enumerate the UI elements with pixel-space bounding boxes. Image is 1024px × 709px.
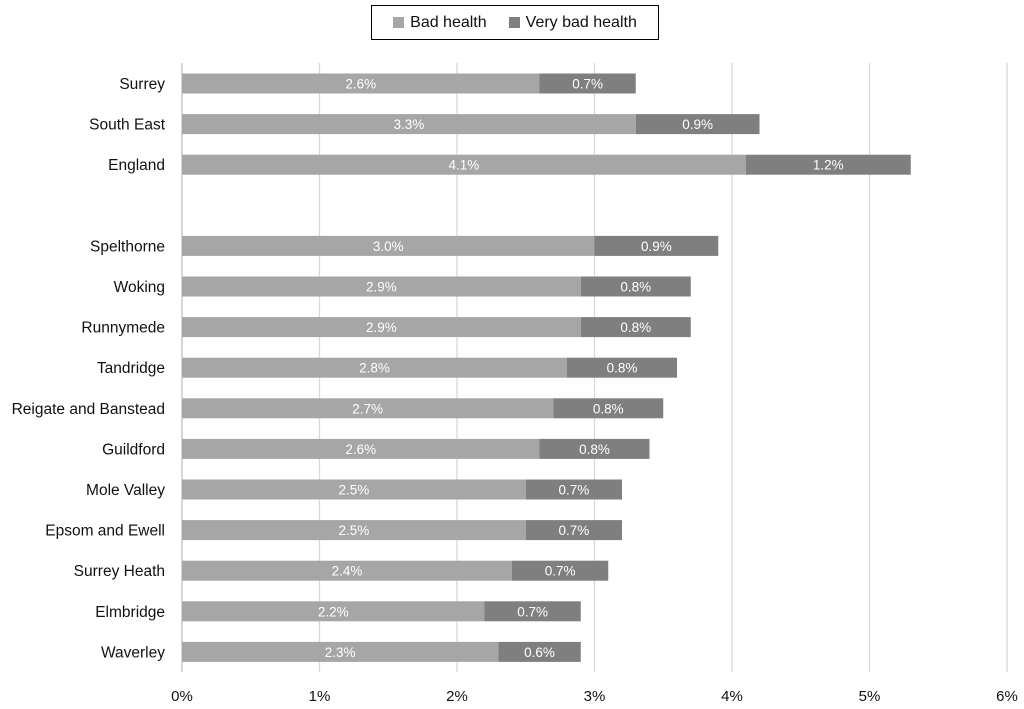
legend-label-bad-health: Bad health — [410, 13, 487, 31]
legend-label-very-bad-health: Very bad health — [525, 13, 637, 31]
bar-very-bad-health — [745, 154, 911, 175]
data-label-very-bad-health: 0.6% — [524, 645, 555, 660]
bar-bad-health — [182, 317, 581, 338]
legend-swatch-very-bad-health — [508, 17, 520, 28]
bar-very-bad-health — [580, 276, 691, 297]
bar-very-bad-health — [484, 601, 581, 622]
bar-very-bad-health — [498, 641, 581, 662]
bar-very-bad-health — [580, 317, 691, 338]
data-label-very-bad-health: 0.9% — [682, 117, 713, 132]
data-label-bad-health: 2.9% — [366, 280, 397, 295]
category-label: Surrey — [119, 76, 165, 93]
data-label-very-bad-health: 0.8% — [620, 280, 651, 295]
category-label: Elmbridge — [95, 604, 165, 621]
bar-bad-health — [182, 520, 526, 541]
bar-bad-health — [182, 601, 485, 622]
category-label: England — [108, 157, 165, 174]
x-tick-label: 5% — [859, 688, 881, 705]
data-label-bad-health: 2.9% — [366, 320, 397, 335]
legend-item-very-bad-health: Very bad health — [508, 13, 637, 32]
x-tick-label: 3% — [584, 688, 606, 705]
data-label-bad-health: 4.1% — [448, 158, 479, 173]
data-label-bad-health: 2.5% — [338, 483, 369, 498]
bar-very-bad-health — [539, 73, 636, 94]
x-tick-label: 4% — [721, 688, 743, 705]
category-label: Tandridge — [97, 360, 165, 377]
category-label: Spelthorne — [90, 238, 165, 255]
x-tick-label: 2% — [446, 688, 468, 705]
category-label: Waverley — [101, 644, 165, 661]
bar-very-bad-health — [553, 398, 664, 419]
data-label-bad-health: 2.5% — [338, 523, 369, 538]
bar-bad-health — [182, 479, 526, 500]
category-label: Surrey Heath — [74, 563, 165, 580]
data-label-very-bad-health: 1.2% — [813, 158, 844, 173]
data-label-very-bad-health: 0.8% — [579, 442, 610, 457]
data-label-very-bad-health: 0.9% — [641, 239, 672, 254]
category-label: Runnymede — [81, 320, 165, 337]
bar-very-bad-health — [525, 520, 622, 541]
data-label-bad-health: 2.7% — [352, 401, 383, 416]
data-label-very-bad-health: 0.7% — [545, 564, 576, 579]
data-label-bad-health: 2.8% — [359, 361, 390, 376]
bar-bad-health — [182, 235, 595, 256]
data-label-bad-health: 2.2% — [318, 604, 349, 619]
data-label-very-bad-health: 0.7% — [517, 604, 548, 619]
data-label-bad-health: 2.6% — [345, 442, 376, 457]
bar-very-bad-health — [635, 114, 760, 135]
category-label: South East — [89, 117, 166, 134]
x-tick-label: 1% — [309, 688, 331, 705]
data-label-very-bad-health: 0.7% — [558, 483, 589, 498]
bar-bad-health — [182, 73, 540, 94]
category-label: Mole Valley — [86, 482, 165, 499]
data-label-very-bad-health: 0.8% — [620, 320, 651, 335]
data-label-bad-health: 2.6% — [345, 77, 376, 92]
data-label-bad-health: 2.4% — [332, 564, 363, 579]
data-label-bad-health: 3.0% — [373, 239, 404, 254]
category-label: Guildford — [102, 441, 165, 458]
chart-legend: Bad health Very bad health — [371, 5, 659, 40]
x-tick-label: 0% — [171, 688, 193, 705]
data-label-bad-health: 3.3% — [393, 117, 424, 132]
bar-bad-health — [182, 560, 512, 581]
data-label-very-bad-health: 0.7% — [572, 77, 603, 92]
data-label-very-bad-health: 0.8% — [593, 401, 624, 416]
category-label: Woking — [114, 279, 165, 296]
bar-very-bad-health — [594, 235, 719, 256]
category-label: Epsom and Ewell — [45, 523, 165, 540]
bar-very-bad-health — [567, 357, 677, 378]
bar-bad-health — [182, 398, 554, 419]
bar-bad-health — [182, 276, 581, 297]
bar-very-bad-health — [512, 560, 609, 581]
legend-swatch-bad-health — [393, 17, 405, 28]
bar-bad-health — [182, 114, 636, 135]
bar-very-bad-health — [525, 479, 622, 500]
bar-bad-health — [182, 438, 540, 459]
x-tick-label: 6% — [996, 688, 1018, 705]
bar-bad-health — [182, 154, 746, 175]
category-label: Reigate and Banstead — [12, 401, 165, 418]
data-label-very-bad-health: 0.8% — [607, 361, 638, 376]
data-label-very-bad-health: 0.7% — [558, 523, 589, 538]
bar-bad-health — [182, 357, 567, 378]
data-label-bad-health: 2.3% — [325, 645, 356, 660]
bar-very-bad-health — [539, 438, 650, 459]
legend-item-bad-health: Bad health — [393, 14, 487, 32]
bar-bad-health — [182, 641, 499, 662]
